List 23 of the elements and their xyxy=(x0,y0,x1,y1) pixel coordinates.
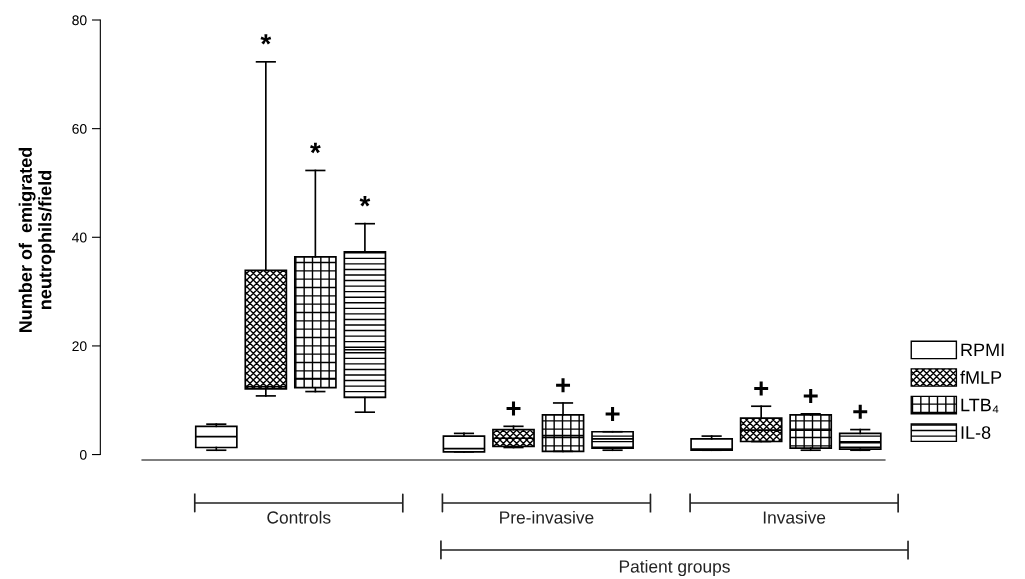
annotation: + xyxy=(605,406,620,422)
annotation: * xyxy=(359,196,371,207)
y-tick-label: 80 xyxy=(72,15,87,26)
legend-label: RPMI xyxy=(961,343,1004,357)
legend-label: fMLP xyxy=(960,370,1002,384)
y-tick-label: 60 xyxy=(72,123,87,134)
y-tick-label: 0 xyxy=(79,449,87,460)
annotation: + xyxy=(853,404,868,419)
y-tick-label: 40 xyxy=(72,232,87,243)
x-tick-label: Pre-invasive xyxy=(500,510,594,524)
x-tick-label: Invasive xyxy=(763,510,826,524)
text: Patient groups xyxy=(619,559,730,577)
y-axis-title: Number of emigrated neutrophils/field xyxy=(18,147,56,333)
annotation: * xyxy=(310,142,321,154)
annotation: + xyxy=(556,378,571,393)
annotation: * xyxy=(260,34,272,45)
legend-label: LTB₄ xyxy=(961,398,999,413)
annotation: + xyxy=(754,381,769,396)
annotation: + xyxy=(506,401,521,416)
annotation: + xyxy=(803,389,818,404)
legend-label: IL-8 xyxy=(961,426,991,439)
y-tick-label: 20 xyxy=(72,341,87,352)
x-tick-label: Controls xyxy=(267,510,331,524)
